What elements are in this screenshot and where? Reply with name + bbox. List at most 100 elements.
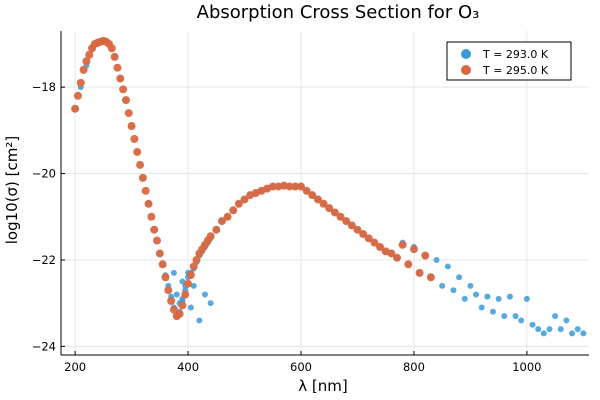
data-point <box>495 295 502 302</box>
data-point <box>240 195 249 204</box>
x-tick-label-4: 1000 <box>512 360 541 374</box>
data-point <box>161 273 170 282</box>
data-point <box>563 317 570 324</box>
data-point <box>426 273 435 282</box>
data-point <box>506 293 513 300</box>
data-point <box>359 230 368 239</box>
data-point <box>207 300 214 307</box>
data-point <box>512 313 519 320</box>
data-point <box>167 297 176 305</box>
data-point <box>113 63 122 72</box>
series-1 <box>71 36 435 321</box>
data-point <box>82 57 91 66</box>
x-tick-label-1: 400 <box>177 360 199 374</box>
data-point <box>535 326 542 333</box>
data-point <box>501 313 508 320</box>
data-point <box>433 256 440 263</box>
data-point <box>229 206 238 215</box>
data-point <box>353 225 362 234</box>
y-tick-label-2: −20 <box>32 167 56 181</box>
data-point <box>158 260 167 269</box>
data-point <box>478 304 485 311</box>
legend-label-1: T = 295.0 K <box>482 64 549 77</box>
data-point <box>439 282 446 289</box>
data-point <box>302 186 311 195</box>
data-point <box>557 326 564 333</box>
data-point <box>73 91 82 100</box>
data-point <box>217 217 226 226</box>
data-point <box>150 225 159 234</box>
y-tick-label-3: −18 <box>32 80 56 94</box>
data-point <box>186 271 195 280</box>
data-point <box>107 44 116 53</box>
data-point <box>206 232 215 241</box>
data-point <box>110 52 119 61</box>
data-point <box>291 182 300 191</box>
data-point <box>116 74 125 83</box>
data-point <box>580 330 587 337</box>
y-tick-label-0: −24 <box>32 339 56 353</box>
data-point <box>79 65 88 74</box>
data-point <box>325 204 334 213</box>
data-point <box>523 295 530 302</box>
data-point <box>119 85 128 94</box>
data-point <box>285 182 294 191</box>
data-point <box>164 286 173 295</box>
data-point <box>170 269 177 276</box>
data-point <box>398 240 407 249</box>
data-point <box>189 262 198 271</box>
data-point <box>138 173 147 182</box>
data-point <box>552 313 559 320</box>
data-point <box>546 326 553 333</box>
data-point <box>319 199 328 208</box>
axes: 200 400 600 800 1000 −24 −22 −20 −18 <box>32 31 589 374</box>
data-point <box>347 221 356 230</box>
data-point <box>421 251 430 260</box>
data-point <box>297 182 305 191</box>
data-point <box>393 253 401 262</box>
data-point <box>467 282 474 289</box>
y-axis-label: log10(σ) [cm²] <box>3 136 21 245</box>
data-point <box>76 78 85 87</box>
data-point <box>179 278 186 285</box>
grid <box>61 31 589 355</box>
data-point <box>147 212 156 221</box>
data-point <box>387 249 396 258</box>
x-tick-label-2: 600 <box>290 360 312 374</box>
data-point <box>364 234 373 243</box>
data-point <box>169 305 178 314</box>
data-point <box>144 199 153 208</box>
legend: T = 293.0 K T = 295.0 K <box>446 41 572 81</box>
data-point <box>308 191 317 200</box>
data-point <box>342 217 351 226</box>
data-point <box>223 212 232 221</box>
data-point <box>376 243 385 251</box>
data-point <box>175 309 184 318</box>
data-point <box>184 279 193 288</box>
data-point <box>569 330 576 337</box>
data-point <box>234 199 243 208</box>
data-point <box>444 263 451 270</box>
data-point <box>187 304 194 311</box>
data-point <box>518 317 525 324</box>
data-point <box>124 109 133 118</box>
chart-title: Absorption Cross Section for O₃ <box>197 2 480 23</box>
legend-marker-1 <box>461 65 471 75</box>
data-point <box>127 122 136 131</box>
data-point <box>409 245 418 254</box>
data-point <box>181 290 190 299</box>
series-0 <box>72 37 587 337</box>
data-point <box>490 308 496 315</box>
data-point <box>540 330 547 337</box>
data-point <box>190 282 197 289</box>
data-point <box>370 238 379 247</box>
data-point <box>404 260 413 269</box>
series-layer <box>71 36 587 337</box>
data-point <box>456 274 463 281</box>
x-tick-label-0: 200 <box>64 360 86 374</box>
data-point <box>574 326 581 333</box>
data-point <box>330 208 339 217</box>
y-tick-label-1: −22 <box>32 253 56 267</box>
x-tick-label-3: 800 <box>403 360 425 374</box>
